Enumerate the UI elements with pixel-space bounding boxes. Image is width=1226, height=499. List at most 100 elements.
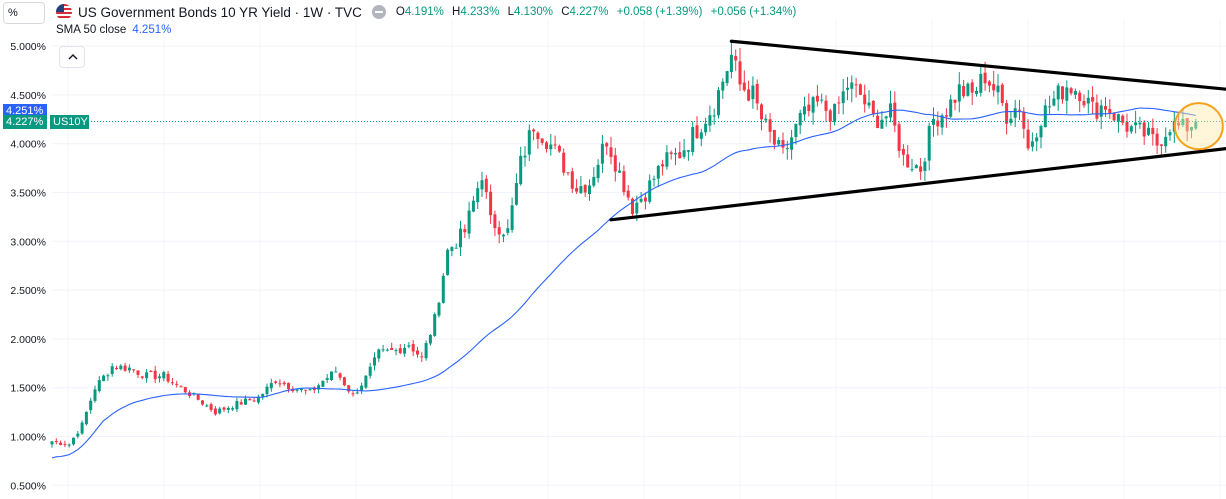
symbol-title[interactable]: US Government Bonds 10 YR Yield · 1W · T…	[78, 4, 362, 20]
candle-body	[106, 375, 110, 377]
candle-body	[218, 408, 222, 414]
candle-body	[841, 91, 845, 104]
candle-body	[695, 125, 699, 139]
candle-body	[549, 144, 553, 150]
candle-body	[252, 400, 256, 402]
candle-body	[1190, 127, 1193, 131]
candle-body	[476, 188, 480, 203]
candle-body	[828, 110, 832, 122]
candle-body	[777, 139, 781, 145]
candle-body	[661, 164, 665, 167]
candle-body	[463, 229, 467, 233]
candle-body	[820, 99, 824, 101]
candle-body	[669, 152, 673, 154]
candle-body	[923, 161, 927, 171]
candle-body	[880, 119, 884, 129]
symbol-price-tag: US10Y	[49, 114, 89, 129]
high-label: H	[452, 6, 461, 18]
candle-body	[1005, 103, 1009, 124]
hide-legend-icon[interactable]	[371, 5, 386, 19]
candle-body	[1048, 106, 1052, 108]
candle-body	[979, 73, 983, 93]
candle-body	[605, 143, 609, 147]
candle-body	[390, 348, 394, 350]
candle-body	[893, 102, 897, 126]
candle-body	[489, 191, 493, 216]
y-tick-label: 3.500%	[10, 188, 46, 200]
candle-body	[751, 85, 755, 100]
candle-body	[54, 440, 58, 442]
indicator-name: SMA 50 close	[56, 24, 127, 36]
candle-body	[1159, 144, 1163, 146]
candle-body	[536, 132, 540, 140]
candle-body	[80, 422, 84, 434]
y-axis: 5.000% 4.500% 4.000% 3.500% 3.000% 2.500% 2.00…	[10, 41, 46, 492]
candle-body	[772, 129, 776, 145]
scale-mode-button[interactable]: %	[3, 2, 45, 24]
candle-body	[424, 343, 428, 359]
candle-body	[631, 198, 634, 214]
candle-body	[1116, 114, 1120, 122]
candle-body	[201, 400, 204, 405]
candle-body	[712, 115, 716, 117]
candle-body	[325, 378, 329, 380]
candle-body	[850, 82, 854, 89]
candle-body	[992, 84, 996, 91]
candle-body	[248, 399, 252, 401]
candle-body	[755, 83, 759, 104]
collapse-legend-button[interactable]	[59, 46, 85, 68]
candle-body	[235, 401, 239, 410]
candle-body	[1185, 118, 1189, 132]
candle-body	[411, 344, 415, 352]
candle-body	[682, 150, 686, 157]
candle-body	[1134, 122, 1138, 126]
candle-body	[158, 376, 161, 379]
candle-body	[166, 373, 170, 382]
candle-body	[205, 405, 209, 407]
candle-body	[656, 165, 660, 179]
candle-body	[360, 385, 364, 391]
sma-50-line	[51, 107, 1196, 459]
candle-body	[760, 104, 763, 120]
candle-body	[1112, 113, 1116, 121]
candle-body	[674, 153, 677, 155]
candle-body	[480, 180, 484, 190]
candle-body	[540, 138, 544, 143]
candle-body	[347, 385, 351, 392]
candle-body	[815, 95, 819, 102]
candle-body	[119, 365, 123, 370]
candle-body	[1091, 96, 1095, 102]
candle-body	[562, 152, 566, 173]
y-tick-label: 1.500%	[10, 383, 46, 395]
indicator-legend[interactable]: SMA 50 close 4.251%	[56, 24, 171, 36]
candle-body	[132, 369, 136, 371]
candle-body	[127, 367, 131, 371]
candle-body	[274, 381, 278, 383]
candle-body	[665, 152, 669, 167]
candle-body	[975, 90, 978, 94]
candle-body	[1069, 88, 1073, 94]
open-label: O	[395, 6, 405, 18]
candle-body	[557, 145, 561, 152]
candle-body	[575, 188, 579, 192]
candle-body	[282, 382, 286, 385]
candle-body	[622, 171, 626, 193]
candle-body	[50, 441, 54, 445]
candle-body	[416, 350, 419, 355]
candle-body	[626, 190, 630, 198]
candle-body	[1078, 92, 1082, 102]
indicator-value: 4.251%	[132, 24, 172, 36]
candle-body	[966, 83, 970, 96]
candle-body	[906, 154, 910, 168]
candle-body	[1125, 121, 1129, 132]
candle-body	[953, 99, 957, 103]
candle-body	[708, 115, 712, 126]
candle-body	[123, 365, 127, 371]
candle-body	[317, 385, 321, 390]
low-value: 4.130%	[513, 6, 553, 18]
candle-body	[871, 100, 875, 115]
grid-layer	[52, 20, 1226, 499]
candle-body	[643, 197, 647, 202]
